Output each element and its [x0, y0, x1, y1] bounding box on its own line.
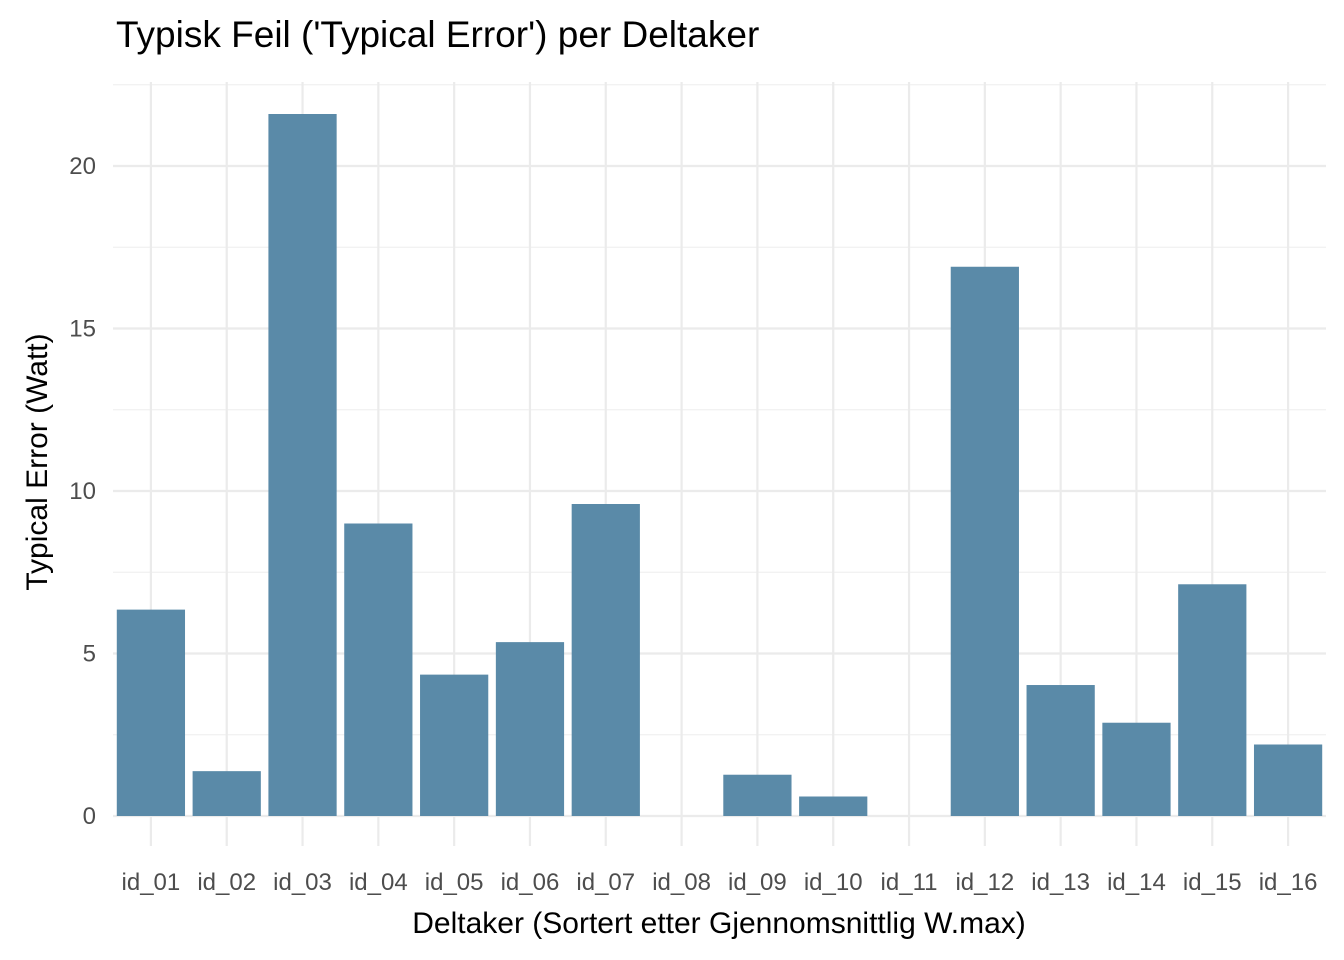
bar-id_12: [950, 266, 1019, 816]
bar-id_16: [1253, 744, 1323, 816]
x-tick-label: id_05: [425, 869, 484, 896]
x-tick-label: id_16: [1259, 869, 1318, 896]
x-tick-label: id_10: [804, 869, 863, 896]
y-tick-label: 5: [83, 641, 96, 668]
y-axis-tick-labels: 0 5 10 15 20: [69, 153, 96, 830]
x-tick-label: id_13: [1031, 869, 1090, 896]
bar-id_10: [799, 796, 868, 816]
x-tick-label: id_11: [881, 869, 938, 896]
x-tick-label: id_08: [652, 869, 711, 896]
bar-id_07: [571, 504, 640, 816]
x-tick-label: id_12: [955, 869, 1014, 896]
bar-id_15: [1178, 584, 1247, 816]
y-tick-label: 0: [83, 803, 96, 830]
x-tick-label: id_06: [501, 869, 560, 896]
x-tick-label: id_15: [1183, 869, 1242, 896]
y-axis-title: Typical Error (Watt): [21, 333, 54, 590]
x-tick-label: id_04: [349, 869, 408, 896]
x-tick-label: id_01: [122, 869, 181, 896]
x-tick-label: id_09: [728, 869, 787, 896]
bar-id_03: [268, 114, 337, 816]
x-axis-title: Deltaker (Sortert etter Gjennomsnittlig …: [412, 907, 1026, 940]
bar-id_13: [1026, 685, 1095, 816]
y-tick-label: 15: [69, 316, 96, 343]
bars: [116, 114, 1323, 816]
x-axis-tick-labels: id_01 id_02 id_03 id_04 id_05 id_06 id_07 id_08…: [122, 869, 1318, 896]
chart-title: Typisk Feil ('Typical Error') per Deltak…: [116, 14, 760, 55]
bar-id_04: [344, 523, 413, 816]
bar-id_01: [116, 609, 186, 816]
x-tick-label: id_07: [576, 869, 635, 896]
y-tick-label: 20: [69, 153, 96, 180]
bar-id_05: [420, 674, 489, 816]
bar-id_02: [192, 771, 261, 816]
bar-id_09: [723, 774, 792, 816]
x-tick-label: id_14: [1107, 869, 1166, 896]
bar-id_14: [1102, 722, 1171, 816]
bar-id_06: [495, 642, 565, 816]
y-tick-label: 10: [69, 478, 96, 505]
x-tick-label: id_03: [273, 869, 332, 896]
x-tick-label: id_02: [197, 869, 256, 896]
